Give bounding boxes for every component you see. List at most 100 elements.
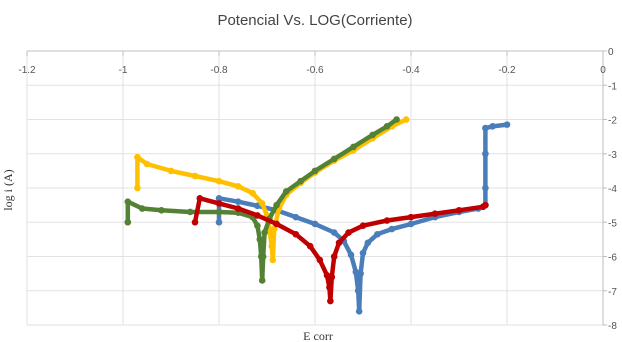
data-point (215, 177, 223, 185)
data-point (191, 172, 199, 180)
y-tick-label: -5 (608, 218, 617, 229)
data-point (258, 200, 266, 207)
data-point (482, 124, 489, 132)
data-point (359, 249, 367, 257)
data-point (350, 143, 357, 151)
data-point (191, 218, 199, 226)
y-tick-label: -3 (608, 150, 617, 161)
data-point (347, 251, 355, 259)
tick-labels: 0-1-2-3-4-5-6-7-8-1.2 -1 -0.8 -0.6 -0.4 -0.2 0 (18, 47, 617, 332)
x-axis-label: E corr (303, 329, 333, 342)
data-point (215, 200, 223, 207)
x-tick-label: -1 (119, 65, 128, 76)
data-point (249, 189, 256, 197)
data-point (482, 184, 489, 192)
data-point (455, 206, 463, 214)
y-axis-label: log i (A) (1, 169, 15, 210)
data-point (292, 213, 300, 221)
chart-title: Potencial Vs. LOG(Corriente) (217, 12, 412, 29)
series-2 (124, 116, 400, 284)
data-point (311, 220, 319, 228)
data-point (327, 297, 334, 305)
x-tick-label: -0.2 (498, 65, 516, 76)
x-tick-label: 0 (600, 65, 606, 76)
x-tick-label: -0.6 (306, 65, 324, 76)
data-point (282, 188, 290, 195)
data-point (482, 150, 489, 158)
data-point (393, 116, 400, 123)
data-point (374, 230, 381, 238)
y-tick-label: -1 (608, 81, 617, 92)
data-point (234, 198, 242, 205)
data-point (355, 308, 363, 315)
data-point (407, 213, 415, 221)
data-point (311, 167, 319, 175)
series-3 (191, 194, 489, 305)
data-point (388, 225, 396, 233)
y-tick-label: -2 (608, 116, 617, 127)
data-point (254, 212, 261, 219)
data-point (503, 121, 511, 128)
data-point (383, 217, 391, 224)
data-point (330, 253, 338, 260)
data-point (269, 256, 277, 264)
axes (26, 50, 607, 326)
data-point (359, 222, 367, 229)
data-point (335, 239, 343, 247)
data-point (345, 229, 352, 236)
data-point (268, 242, 276, 250)
series-line (216, 122, 510, 314)
x-tick-label: -0.4 (402, 65, 420, 76)
data-point (256, 236, 264, 243)
grid (26, 50, 604, 326)
data-point (138, 205, 146, 212)
y-tick-label: -8 (608, 321, 617, 332)
data-point (134, 153, 141, 161)
data-point (431, 210, 439, 217)
data-point (215, 208, 223, 216)
data-point (234, 205, 242, 212)
data-point (328, 273, 336, 281)
data-point (270, 225, 278, 233)
data-point (186, 208, 194, 216)
data-point (297, 177, 304, 185)
x-tick-label: -1.2 (18, 65, 36, 76)
data-point (482, 201, 489, 209)
y-tick-label: -4 (608, 184, 617, 195)
data-point (124, 198, 132, 205)
data-point (354, 287, 362, 295)
x-tick-label: -0.8 (210, 65, 228, 76)
data-point (292, 230, 300, 238)
data-point (364, 239, 372, 247)
data-point (167, 167, 175, 175)
y-tick-label: -6 (608, 253, 617, 264)
data-point (273, 220, 280, 228)
data-point (254, 222, 261, 229)
data-point (407, 220, 415, 228)
data-point (143, 160, 151, 168)
data-point (369, 131, 376, 139)
data-point (489, 123, 496, 130)
data-point (357, 270, 364, 277)
data-point (196, 194, 204, 202)
data-point (330, 229, 338, 236)
data-point (402, 116, 410, 123)
data-point (273, 201, 280, 209)
data-point (330, 155, 338, 163)
data-point (258, 277, 266, 284)
data-point (234, 182, 242, 190)
data-point (261, 229, 268, 236)
data-point (306, 242, 314, 250)
data-point (215, 218, 223, 226)
series-group (124, 116, 511, 315)
series-0 (215, 121, 511, 315)
series-line (125, 117, 399, 283)
data-point (124, 218, 132, 226)
data-point (383, 123, 391, 130)
data-point (215, 194, 223, 202)
y-tick-label: 0 (608, 47, 614, 58)
y-tick-label: -7 (608, 287, 617, 298)
data-point (326, 284, 333, 291)
data-point (259, 253, 267, 260)
